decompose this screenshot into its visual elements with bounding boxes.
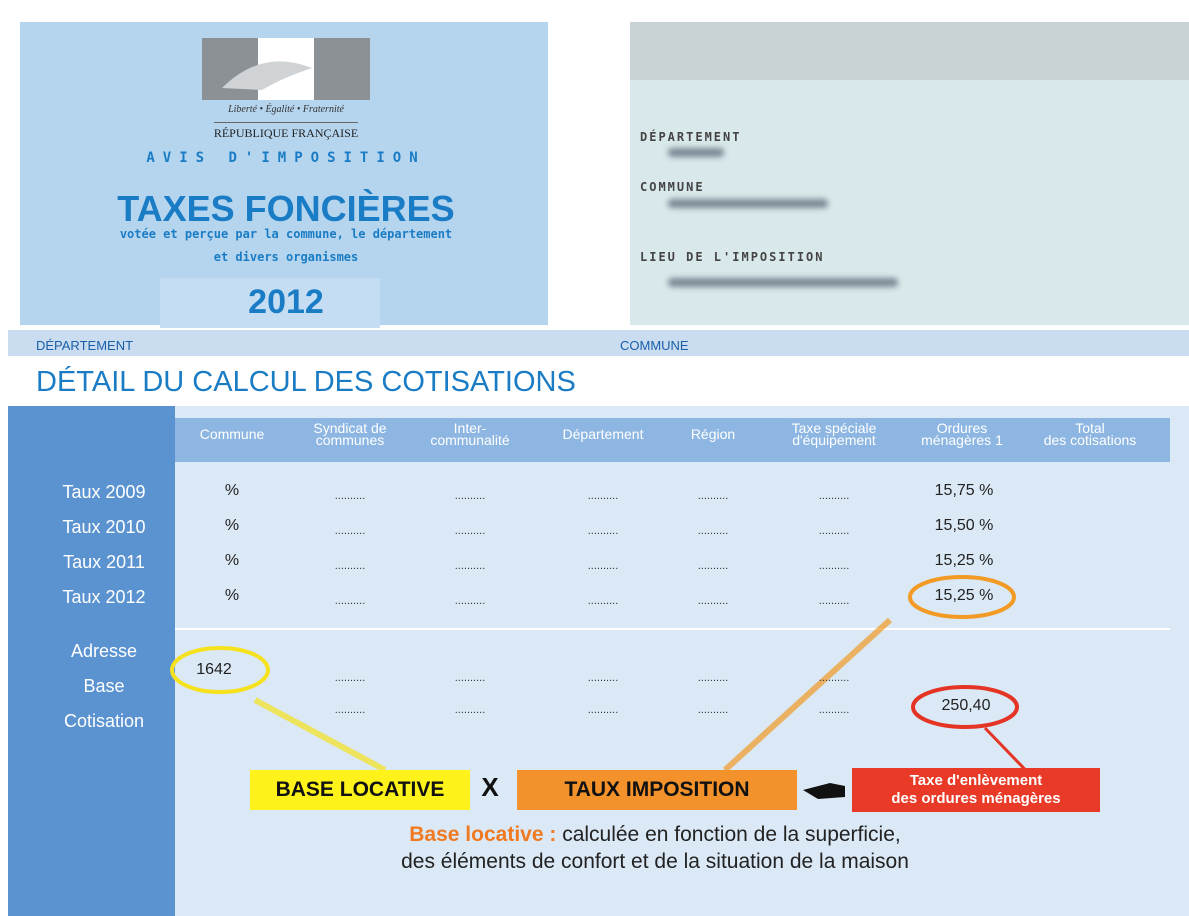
note-text: calculée en fonction de la superficie,	[562, 823, 901, 846]
operator: X	[481, 772, 499, 802]
address-strip	[630, 22, 1189, 80]
column-header: d'équipement	[792, 432, 876, 448]
cell: ..........	[587, 672, 619, 684]
cell: ..........	[454, 525, 486, 537]
note-term: Base locative :	[409, 823, 557, 846]
band-label: DÉPARTEMENT	[36, 338, 134, 353]
band-label: COMMUNE	[620, 338, 689, 353]
row-label: Taux 2010	[62, 517, 146, 537]
cell: ..........	[587, 560, 619, 572]
cell: ..........	[454, 560, 486, 572]
cell: ..........	[454, 490, 486, 502]
redacted	[668, 148, 724, 157]
cell: ..........	[697, 490, 729, 502]
subtitle: et divers organismes	[213, 250, 359, 264]
cell: ..........	[454, 704, 486, 716]
cell: ..........	[697, 595, 729, 607]
cell: ..........	[697, 560, 729, 572]
doc-title: TAXES FONCIÈRES	[117, 188, 455, 229]
field-label: COMMUNE	[640, 180, 705, 194]
result-line: des ordures ménagères	[891, 790, 1061, 807]
column-header: Syndicat de	[313, 420, 387, 436]
cell: ..........	[818, 704, 850, 716]
column-header: Ordures	[936, 420, 988, 436]
cell: %	[224, 587, 240, 604]
redacted	[668, 199, 828, 208]
row-label: Adresse	[70, 641, 138, 661]
cell: ..........	[334, 560, 366, 572]
cell: %	[224, 482, 240, 499]
republic: RÉPUBLIQUE FRANÇAISE	[213, 122, 359, 141]
cell: ..........	[818, 672, 850, 684]
cell: ..........	[697, 704, 729, 716]
note: Base locative : calculée en fonction de …	[409, 823, 900, 847]
cell: ..........	[697, 525, 729, 537]
row-label: Cotisation	[63, 711, 145, 731]
column-header: Inter-	[453, 420, 487, 436]
header-row	[175, 418, 1170, 462]
logo	[202, 38, 370, 100]
band	[8, 330, 1189, 356]
column-header: communalité	[430, 432, 510, 448]
cell: %	[224, 552, 240, 569]
cell: 15,25 %	[934, 552, 994, 569]
cell: ..........	[818, 490, 850, 502]
cell: 15,25 %	[934, 587, 994, 604]
year-panel	[160, 278, 380, 328]
cell: ..........	[454, 595, 486, 607]
motto: Liberté • Égalité • Fraternité	[228, 104, 344, 115]
cell: 250,40	[941, 697, 991, 714]
formula-box: BASE LOCATIVE	[250, 770, 470, 810]
cell: ..........	[587, 595, 619, 607]
cell: ..........	[587, 525, 619, 537]
note-text: des éléments de confort et de la situati…	[401, 850, 909, 873]
cell: 1642	[196, 661, 232, 678]
cell: %	[224, 517, 240, 534]
cell: ..........	[454, 672, 486, 684]
cell: 15,75 %	[934, 482, 994, 499]
cell: ..........	[587, 490, 619, 502]
cell: ..........	[697, 672, 729, 684]
cell: ..........	[334, 525, 366, 537]
cell: ..........	[334, 490, 366, 502]
subtitle: votée et perçue par la commune, le dépar…	[119, 227, 453, 241]
cell: 15,50 %	[934, 517, 994, 534]
column-header: Taxe spéciale	[791, 420, 877, 436]
column-header: Région	[690, 426, 736, 442]
cell: ..........	[818, 560, 850, 572]
cell: ..........	[334, 672, 366, 684]
column-header: Commune	[199, 426, 265, 442]
result-box: Taxe d'enlèvement des ordures ménagères	[852, 768, 1100, 812]
formula-box: TAUX IMPOSITION	[517, 770, 797, 810]
section-title: DÉTAIL DU CALCUL DES COTISATIONS	[36, 366, 576, 398]
column-header: communes	[315, 432, 385, 448]
field-label: LIEU DE L'IMPOSITION	[640, 250, 825, 264]
label-column	[8, 406, 175, 916]
row-label: Base	[83, 676, 125, 696]
column-header: Total	[1075, 420, 1105, 436]
cell: ..........	[587, 704, 619, 716]
cell: ..........	[818, 595, 850, 607]
result-line: Taxe d'enlèvement	[909, 772, 1043, 789]
column-header: ménagères 1	[921, 432, 1003, 448]
redacted	[668, 278, 898, 287]
row-label: Taux 2012	[62, 587, 146, 607]
cell: ..........	[818, 525, 850, 537]
notice: AVIS D'IMPOSITION	[146, 150, 426, 166]
row-label: Taux 2009	[62, 482, 146, 502]
cell: ..........	[334, 595, 366, 607]
row-label: Taux 2011	[63, 552, 145, 572]
column-header: des cotisations	[1043, 432, 1137, 448]
table-bg	[8, 406, 1189, 916]
column-header: Département	[562, 426, 644, 442]
cell: ..........	[334, 704, 366, 716]
separator	[175, 628, 1170, 630]
field-label: DÉPARTEMENT	[640, 130, 742, 144]
year: 2012	[248, 283, 324, 321]
